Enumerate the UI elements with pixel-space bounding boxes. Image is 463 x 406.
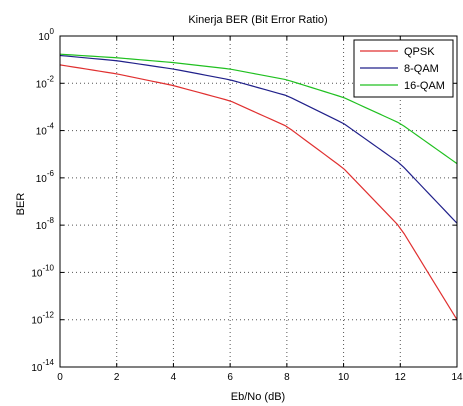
x-tick-label: 14 [451,372,463,383]
x-tick-label: 8 [284,372,290,383]
series-lines [59,53,458,321]
plot-frame [59,35,458,368]
series-line-8qam [59,54,458,224]
y-tick-label: 100 [38,27,54,43]
x-axis-label: Eb/No (dB) [231,391,285,403]
y-tick-label: 10-8 [36,216,55,232]
legend: QPSK 8-QAM 16-QAM [353,39,454,98]
x-tick-label: 2 [114,372,120,383]
y-axis-label: BER [15,193,27,216]
y-tick-label: 10-4 [36,122,55,138]
y-tick-label: 10-12 [31,311,54,327]
y-tick-label: 10-2 [36,74,55,90]
series-line-16qam [59,53,458,165]
x-tick-label: 4 [171,372,177,383]
chart-title: Kinerja BER (Bit Error Ratio) [188,14,327,26]
y-tick-label: 10-6 [36,169,55,185]
y-tick-label: 10-14 [31,358,54,374]
legend-label-16qam: 16-QAM [404,80,445,92]
x-tick-label: 10 [338,372,350,383]
legend-label-qpsk: QPSK [404,46,435,58]
x-axis: 0 2 4 6 8 10 12 14 [57,36,463,383]
x-tick-label: 12 [395,372,407,383]
x-tick-label: 6 [227,372,233,383]
y-tick-label: 10-10 [31,263,54,279]
x-tick-label: 0 [57,372,63,383]
legend-label-8qam: 8-QAM [404,63,439,75]
series-line-qpsk [59,64,458,321]
